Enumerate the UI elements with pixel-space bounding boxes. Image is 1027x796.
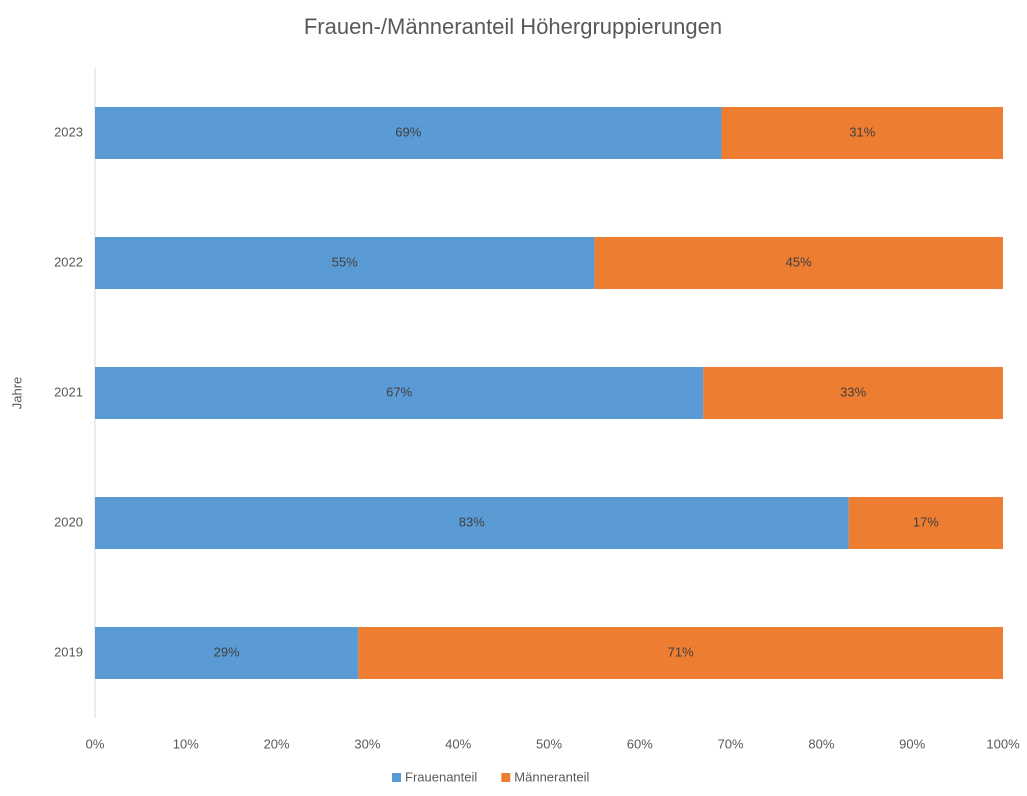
- bar-segment: [95, 367, 704, 419]
- bar-segment: [721, 107, 1003, 159]
- chart-title: Frauen-/Männeranteil Höhergruppierungen: [304, 14, 722, 39]
- x-tick-label: 100%: [986, 736, 1020, 751]
- legend-swatch: [392, 773, 401, 782]
- data-label: 83%: [459, 514, 485, 529]
- x-tick-label: 0%: [86, 736, 105, 751]
- x-tick-label: 10%: [173, 736, 199, 751]
- data-label: 33%: [840, 384, 866, 399]
- legend-label: Frauenanteil: [405, 769, 477, 784]
- bar-segment: [95, 107, 722, 159]
- y-tick-label: 2023: [54, 124, 83, 139]
- y-tick-label: 2021: [54, 384, 83, 399]
- data-label: 67%: [386, 384, 412, 399]
- bar-segment: [95, 497, 849, 549]
- x-tick-label: 80%: [808, 736, 834, 751]
- data-label: 55%: [332, 254, 358, 269]
- legend-swatch: [501, 773, 511, 782]
- y-tick-label: 2022: [54, 254, 83, 269]
- bar-segment: [703, 367, 1003, 419]
- data-label: 29%: [214, 644, 240, 659]
- y-tick-label: 2019: [54, 644, 83, 659]
- y-axis-label: Jahre: [9, 377, 24, 410]
- x-tick-label: 90%: [899, 736, 925, 751]
- data-label: 31%: [849, 124, 875, 139]
- data-label: 69%: [395, 124, 421, 139]
- x-tick-label: 20%: [264, 736, 290, 751]
- bar-segment: [848, 497, 1003, 549]
- data-label: 71%: [668, 644, 694, 659]
- x-tick-label: 70%: [718, 736, 744, 751]
- bar-segment: [594, 237, 1003, 289]
- y-tick-label: 2020: [54, 514, 83, 529]
- x-tick-label: 50%: [536, 736, 562, 751]
- data-label: 17%: [913, 514, 939, 529]
- x-tick-label: 30%: [354, 736, 380, 751]
- legend-label: Männeranteil: [514, 769, 589, 784]
- bar-segment: [95, 237, 595, 289]
- bar-segment: [358, 627, 1003, 679]
- x-tick-label: 60%: [627, 736, 653, 751]
- x-tick-label: 40%: [445, 736, 471, 751]
- bar-segment: [95, 627, 359, 679]
- data-label: 45%: [786, 254, 812, 269]
